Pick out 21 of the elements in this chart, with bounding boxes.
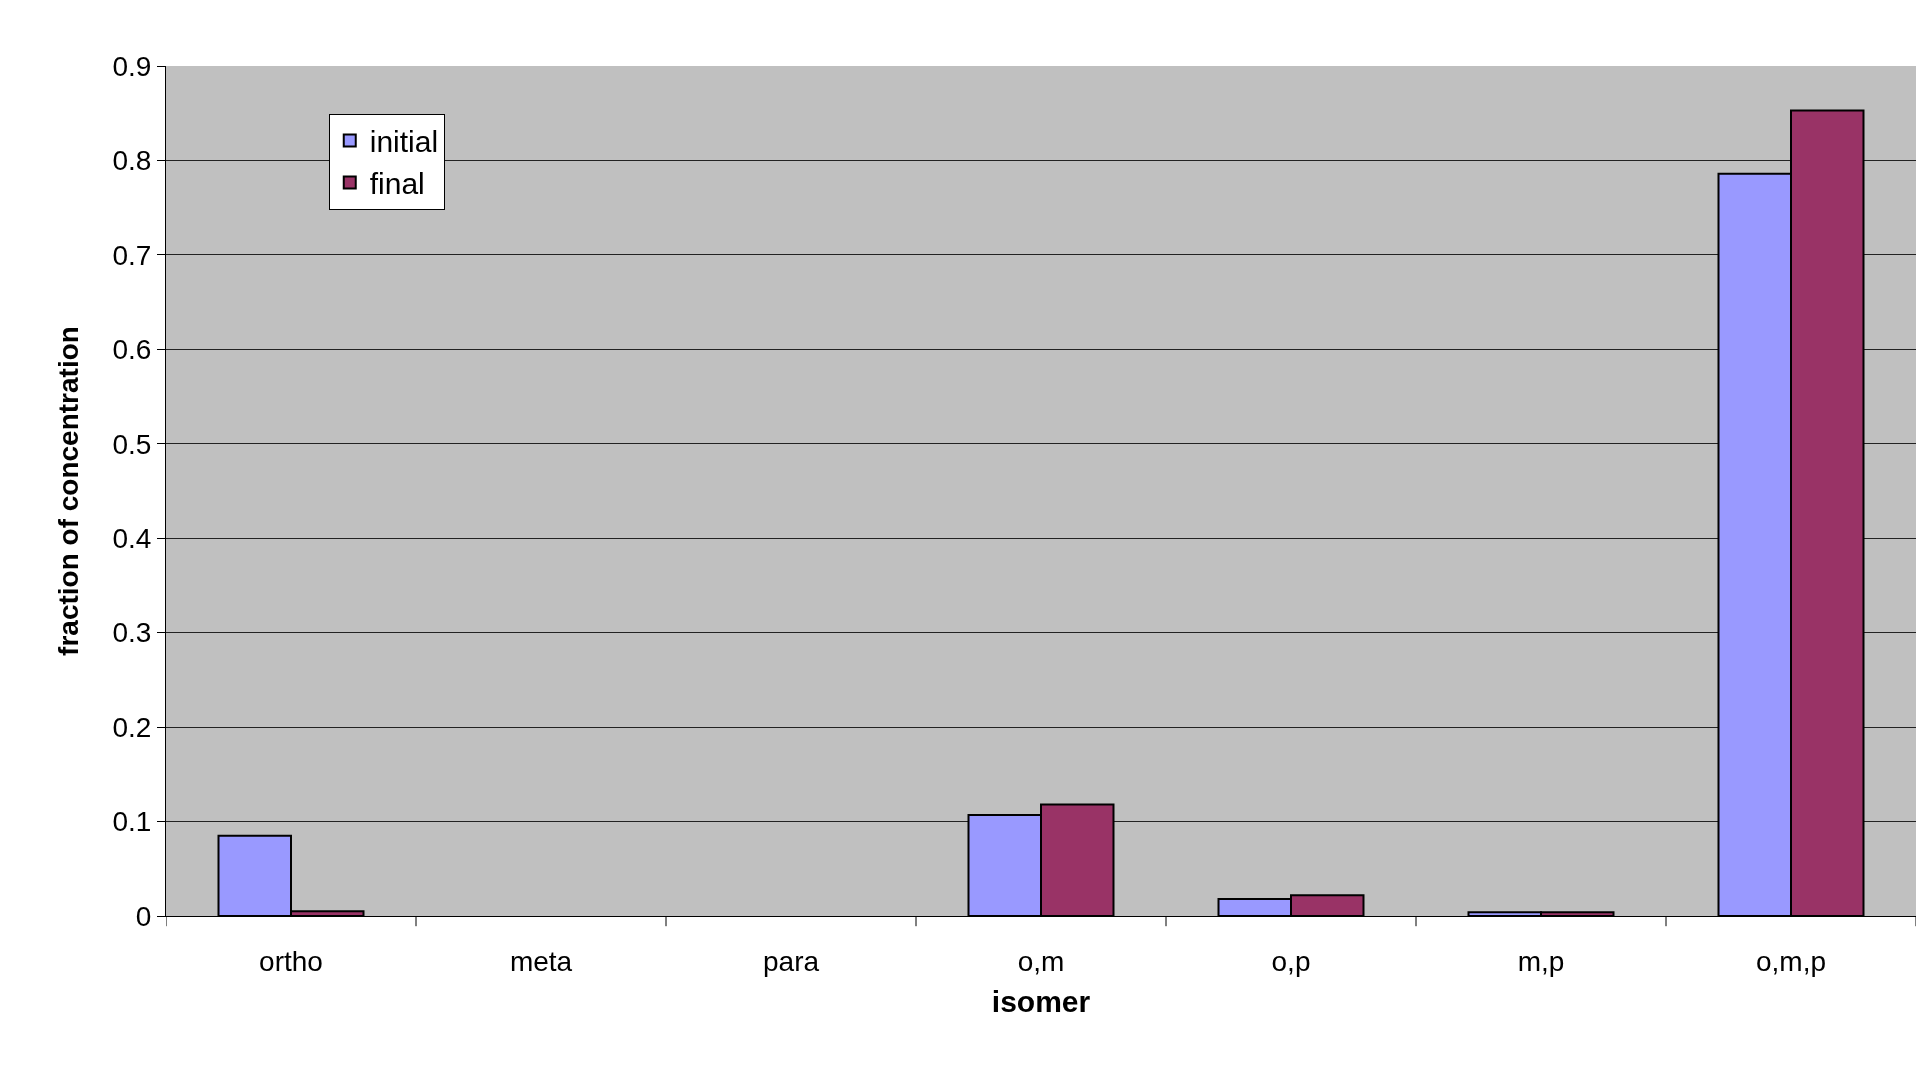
y-tick-label: 0.1 [112,806,152,838]
x-tick-label: m,p [1517,945,1565,977]
y-tick-label: 0.4 [112,523,152,555]
y-tick-label: 0.5 [112,428,152,460]
y-tick-label: 0.2 [112,711,152,743]
x-tick-label: meta [509,945,573,977]
y-tick-label: 0 [135,900,152,932]
legend-label: initial [369,125,439,159]
y-tick-label: 0.8 [112,145,152,177]
x-tick-label: para [762,945,820,977]
y-tick-label: 0.3 [112,617,152,649]
y-tick-label: 0.9 [112,50,152,82]
x-tick-label: o,m,p [1755,945,1827,977]
x-tick-label: o,m [1017,945,1065,977]
y-axis-title: fraction of concentration [53,326,85,656]
x-tick-label: o,p [1271,945,1311,977]
x-tick-label: ortho [259,945,323,977]
legend-label: final [369,167,425,201]
y-tick-label: 0.7 [112,239,152,271]
y-tick-label: 0.6 [112,334,152,366]
x-axis-title: isomer [991,985,1091,1019]
